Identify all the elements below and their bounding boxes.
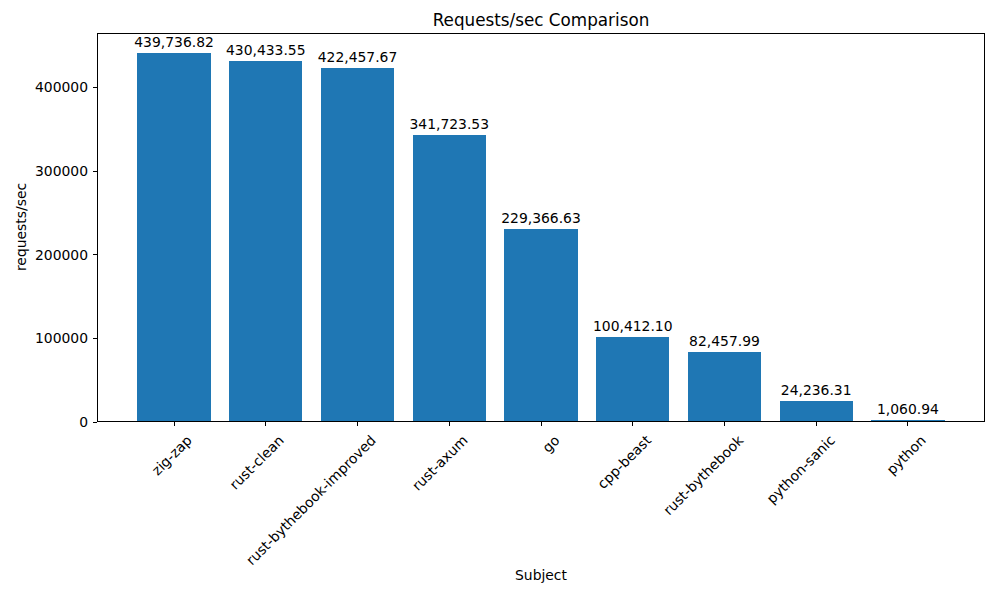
xtick-mark	[632, 422, 633, 426]
xtick-mark	[357, 422, 358, 426]
ytick-mark	[93, 254, 97, 255]
value-label-cpp-beast: 100,412.10	[593, 318, 673, 335]
bar-rust-bythebook-improved	[321, 68, 394, 421]
ytick-label-100000: 100000	[0, 329, 88, 347]
value-label-rust-clean: 430,433.55	[226, 42, 306, 59]
ytick-mark	[93, 87, 97, 88]
value-label-python-sanic: 24,236.31	[781, 382, 852, 399]
xtick-label-python: python	[884, 432, 930, 478]
xtick-mark	[541, 422, 542, 426]
xtick-label-go: go	[539, 432, 563, 456]
xtick-label-cpp-beast: cpp-beast	[594, 432, 655, 493]
xtick-label-rust-bythebook: rust-bythebook	[660, 432, 747, 519]
bar-rust-bythebook	[688, 352, 761, 421]
ytick-mark	[93, 338, 97, 339]
value-label-go: 229,366.63	[501, 210, 581, 227]
xtick-label-python-sanic: python-sanic	[763, 432, 838, 507]
xtick-label-zig-zap: zig-zap	[149, 432, 196, 479]
xtick-mark	[174, 422, 175, 426]
ytick-label-0: 0	[0, 413, 88, 431]
ytick-mark	[93, 171, 97, 172]
bar-cpp-beast	[596, 337, 669, 421]
xtick-mark	[724, 422, 725, 426]
bar-python	[871, 420, 944, 421]
xtick-mark	[265, 422, 266, 426]
x-axis-title: Subject	[515, 567, 567, 583]
xtick-mark	[816, 422, 817, 426]
chart-title: Requests/sec Comparison	[433, 10, 650, 30]
ytick-label-300000: 300000	[0, 162, 88, 180]
value-label-rust-bythebook-improved: 422,457.67	[318, 49, 398, 66]
ytick-label-200000: 200000	[0, 246, 88, 264]
ytick-label-400000: 400000	[0, 78, 88, 96]
value-label-rust-bythebook: 82,457.99	[689, 333, 760, 350]
value-label-python: 1,060.94	[877, 401, 939, 418]
xtick-mark	[449, 422, 450, 426]
bar-rust-clean	[229, 61, 302, 421]
bar-python-sanic	[780, 401, 853, 421]
xtick-mark	[907, 422, 908, 426]
xtick-label-rust-clean: rust-clean	[227, 432, 288, 493]
bar-zig-zap	[137, 53, 210, 421]
value-label-zig-zap: 439,736.82	[134, 34, 214, 51]
bar-rust-axum	[413, 135, 486, 421]
ytick-mark	[93, 422, 97, 423]
bar-go	[504, 229, 577, 421]
value-label-rust-axum: 341,723.53	[409, 116, 489, 133]
bar-chart-figure: Requests/sec Comparison Subject requests…	[0, 0, 1000, 600]
xtick-label-rust-axum: rust-axum	[409, 432, 471, 494]
